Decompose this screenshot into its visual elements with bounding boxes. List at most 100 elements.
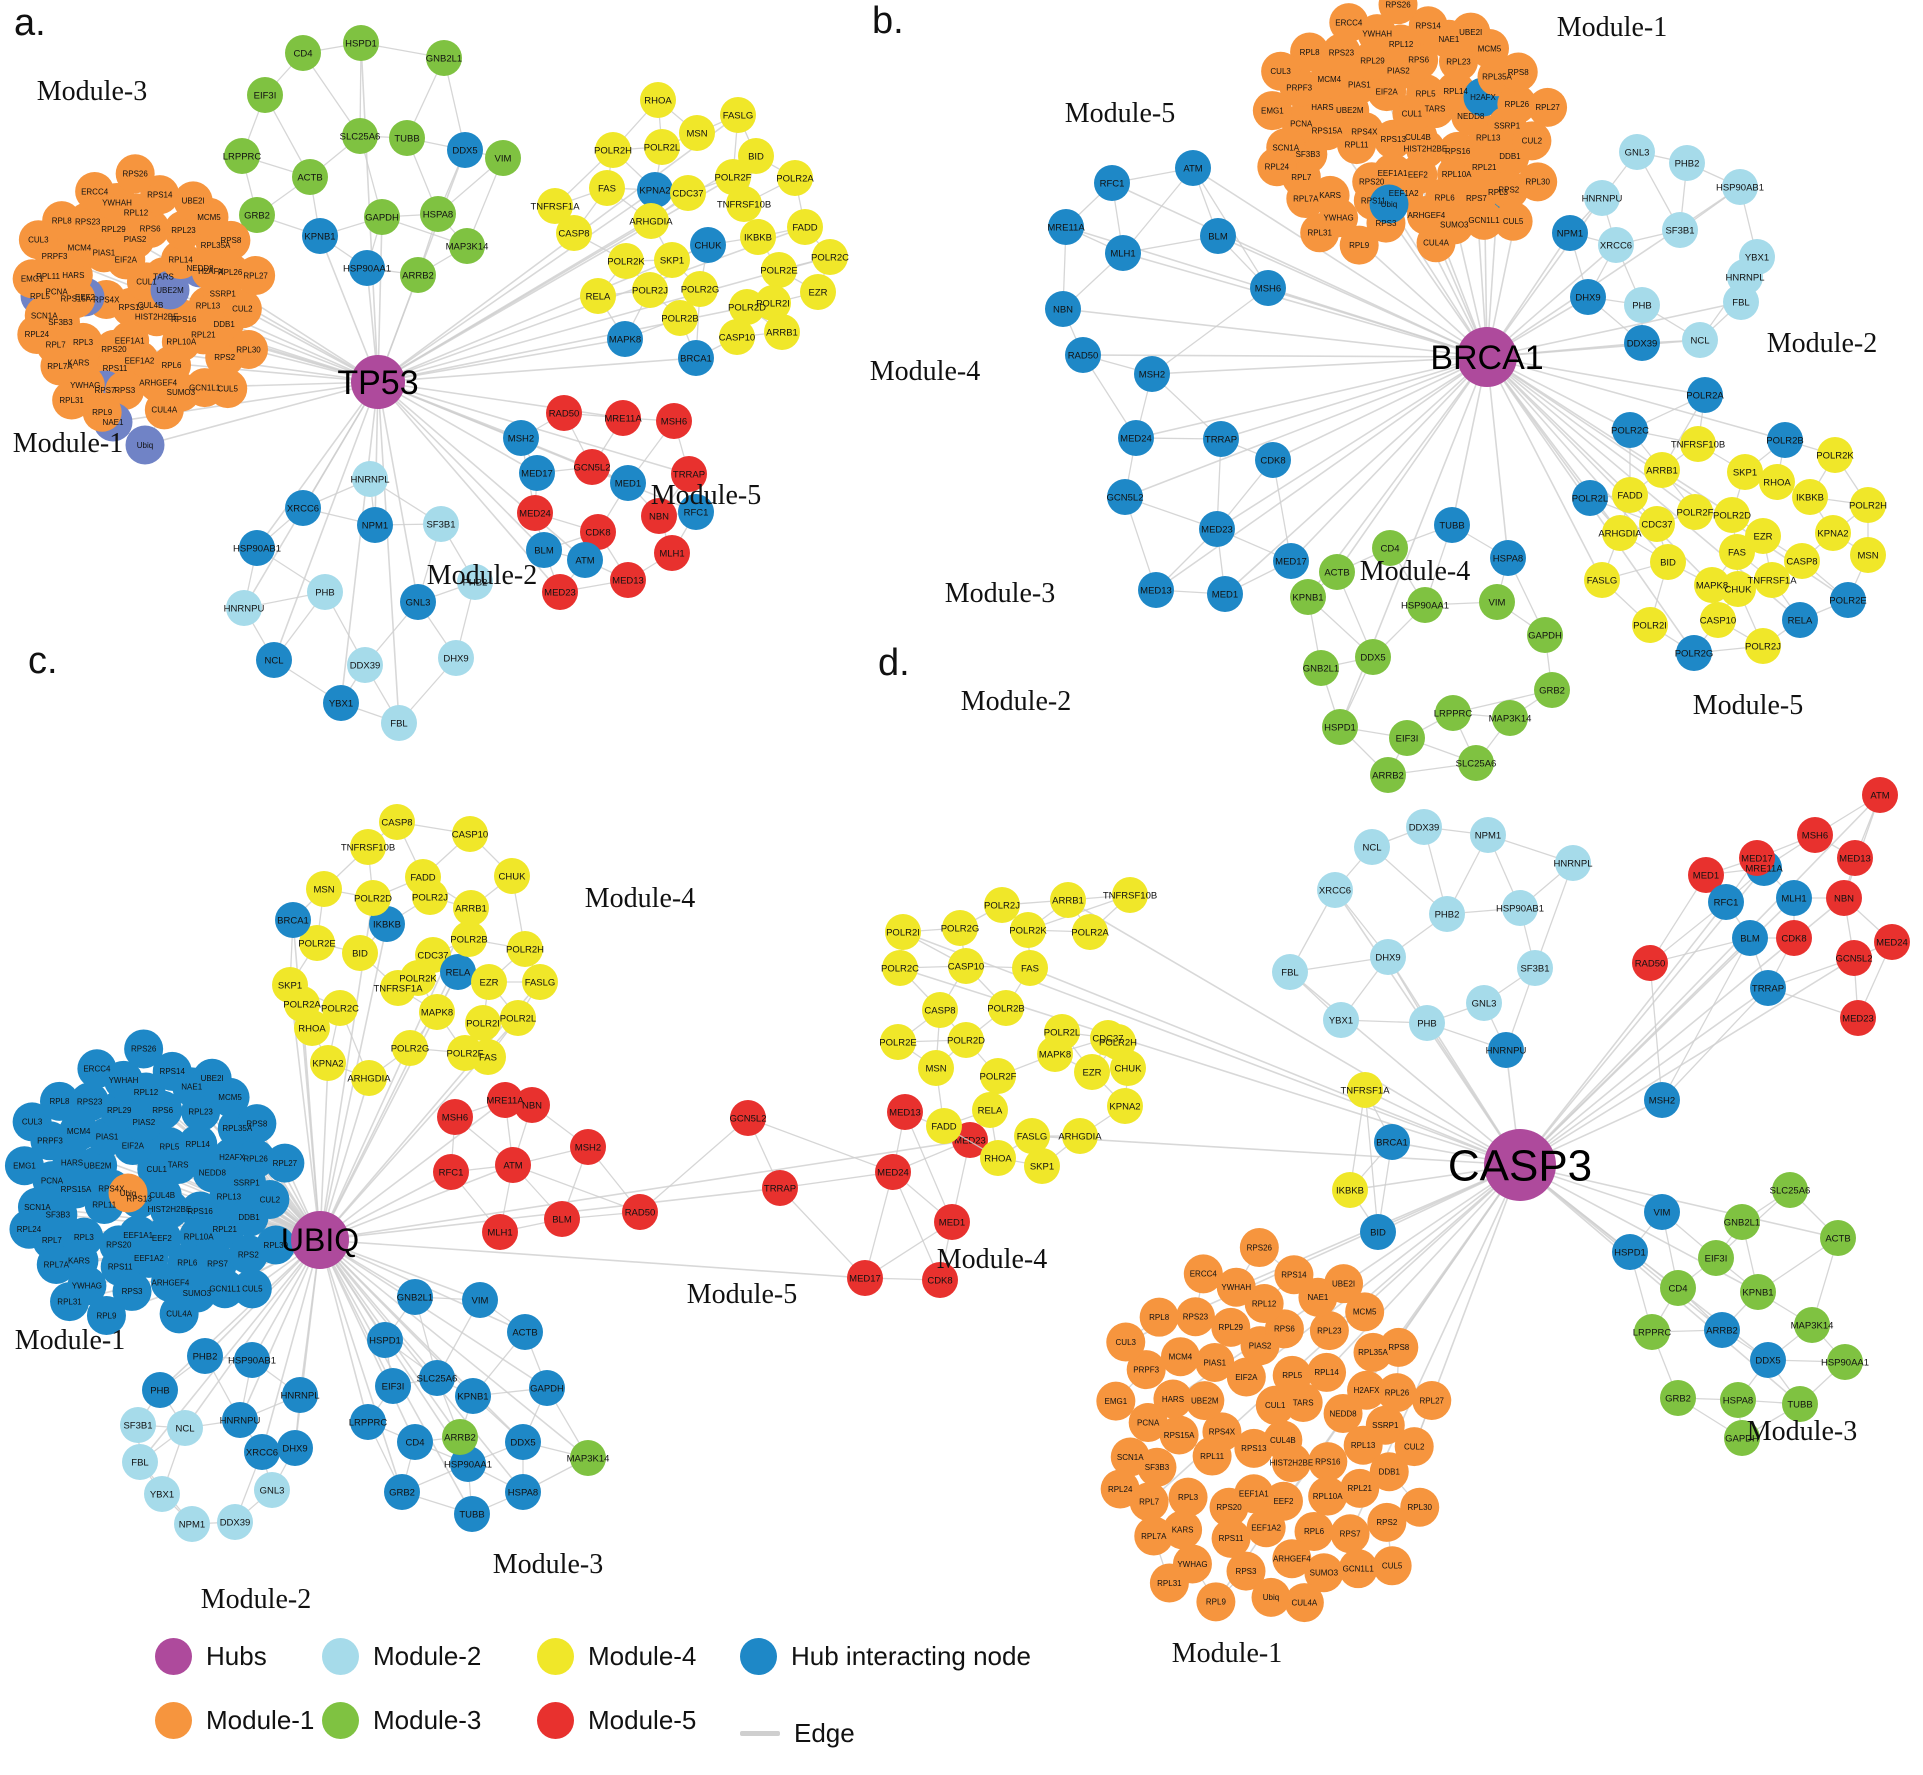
- node-label-RPL12: RPL12: [134, 1088, 159, 1097]
- node-label-POLR2H: POLR2H: [1099, 1037, 1137, 1048]
- hub-edge: [239, 1239, 321, 1421]
- node-label-RPS15A: RPS15A: [61, 1185, 92, 1194]
- node-label-POLR2L: POLR2L: [644, 142, 680, 153]
- node-MAPK8: [607, 321, 643, 357]
- module-3-swatch: [322, 1702, 359, 1739]
- node-label-ARRB2: ARRB2: [444, 1432, 476, 1443]
- module-label-module-3: Module-3: [945, 578, 1055, 609]
- hub-edge: [1519, 957, 1855, 1166]
- node-RELA: [1782, 602, 1818, 638]
- node-RPL31: [1300, 213, 1340, 253]
- node-label-NCL: NCL: [1362, 842, 1381, 853]
- node-H2AFX: [1347, 1370, 1387, 1410]
- module-label-module-3: Module-3: [37, 76, 147, 107]
- node-label-HARS: HARS: [61, 1158, 83, 1167]
- node-label-PHB: PHB: [150, 1385, 170, 1396]
- node-label-POLR2D: POLR2D: [947, 1035, 985, 1046]
- labels-panel-1: RAD50 MRE11A MSH6 MSH2 MED17 GCN5L2 MED1 TRRAP M…: [945, 1, 1887, 782]
- node-RPS15A: [1159, 1415, 1199, 1455]
- node-label-CDC37: CDC37: [417, 950, 448, 961]
- node-label-NCL: NCL: [264, 655, 283, 666]
- node-POLR2I: [755, 285, 791, 321]
- node-BLM: [1732, 920, 1768, 956]
- node-CASP10: [1700, 602, 1736, 638]
- node-label-CDK8: CDK8: [585, 527, 610, 538]
- node-label-CASP10: CASP10: [1700, 615, 1736, 626]
- hub-edge: [1486, 301, 1742, 358]
- hub-edge: [292, 919, 321, 1241]
- node-YBX1: [1739, 239, 1775, 275]
- node-Ubiq: [125, 425, 165, 465]
- node-label-RPS11: RPS11: [1219, 1534, 1244, 1543]
- node-RHOA: [980, 1140, 1016, 1176]
- node-label-NAE1: NAE1: [103, 418, 124, 427]
- node-label-SSRP1: SSRP1: [233, 1179, 260, 1188]
- node-RPL5: [1272, 1355, 1312, 1395]
- node-GAPDH: [529, 1370, 565, 1406]
- node-label-MRE11A: MRE11A: [1047, 222, 1085, 233]
- node-RPS23: [1321, 33, 1361, 73]
- node-label-HNRNPU: HNRNPU: [1582, 193, 1623, 204]
- node-label-CUL4B: CUL4B: [1270, 1436, 1296, 1445]
- node-label-MAP3K14: MAP3K14: [1489, 713, 1532, 724]
- node-label-EEF2: EEF2: [1273, 1497, 1294, 1506]
- node-label-RPL27: RPL27: [1535, 103, 1560, 112]
- edge: [512, 1164, 641, 1213]
- node-POLR2D: [355, 880, 391, 916]
- node-label-FBL: FBL: [390, 718, 407, 729]
- node-DDX5: [1355, 639, 1391, 675]
- node-EMG1: [1096, 1381, 1136, 1421]
- node-label-RPS14: RPS14: [1281, 1271, 1307, 1280]
- node-label-NBN: NBN: [1834, 893, 1854, 904]
- node-label-HSPD1: HSPD1: [345, 38, 377, 49]
- node-ARHGDIA: [1062, 1118, 1098, 1154]
- node-MED13: [887, 1094, 923, 1130]
- legend-label-hub-interacting-node: Hub interacting node: [791, 1641, 1031, 1671]
- node-Ubiq: [108, 1173, 148, 1213]
- node-label-MCM4: MCM4: [1169, 1352, 1193, 1361]
- hub-edge: [377, 220, 652, 383]
- node-label-POLR2A: POLR2A: [1071, 927, 1109, 938]
- node-label-RAD50: RAD50: [1635, 958, 1666, 969]
- node-label-EIF2A: EIF2A: [1375, 87, 1398, 96]
- node-FASLG: [720, 97, 756, 133]
- node-label-DDX39: DDX39: [350, 660, 381, 671]
- node-YBX1: [1323, 1002, 1359, 1038]
- node-label-RPS20: RPS20: [1359, 178, 1385, 187]
- node-label-POLR2K: POLR2K: [607, 256, 645, 267]
- node-label-CUL1: CUL1: [1402, 110, 1423, 119]
- node-CUL5: [208, 369, 248, 409]
- node-ARHGDIA: [633, 203, 669, 239]
- node-label-ACTB: ACTB: [297, 172, 322, 183]
- hub-edge: [1486, 356, 1631, 496]
- node-FADD: [787, 209, 823, 245]
- node-label-RPL8: RPL8: [52, 216, 73, 225]
- node-label-DHX9: DHX9: [1375, 952, 1400, 963]
- hub-edge: [377, 256, 831, 383]
- node-label-RPL6: RPL6: [177, 1258, 198, 1267]
- node-label-RPS14: RPS14: [147, 190, 173, 199]
- node-label-GRB2: GRB2: [389, 1487, 415, 1498]
- node-RPL9: [1196, 1582, 1236, 1622]
- node-label-CUL5: CUL5: [1503, 217, 1524, 226]
- node-POLR2B: [1767, 422, 1803, 458]
- node-CDC37: [1090, 1020, 1126, 1056]
- hub-edge: [319, 1099, 506, 1241]
- node-label-RPL14: RPL14: [1314, 1368, 1339, 1377]
- node-MRE11A: [1048, 209, 1084, 245]
- node-label-EMG1: EMG1: [13, 1162, 36, 1171]
- node-label-SKP1: SKP1: [278, 980, 302, 991]
- node-label-RPS23: RPS23: [77, 1098, 103, 1107]
- legend-label-module-2: Module-2: [373, 1641, 482, 1671]
- node-HSPD1: [1322, 709, 1358, 745]
- node-label-FBL: FBL: [131, 1457, 148, 1468]
- node-label-TUBB: TUBB: [1439, 520, 1464, 531]
- node-label-KPNA2: KPNA2: [1109, 1101, 1140, 1112]
- node-MAP3K14: [570, 1440, 606, 1476]
- node-label-UBE2I: UBE2I: [201, 1074, 224, 1083]
- node-YBX1: [323, 685, 359, 721]
- node-label-RELA: RELA: [586, 291, 611, 302]
- node-label-SKP1: SKP1: [1733, 467, 1757, 478]
- node-label-POLR2L: POLR2L: [1572, 493, 1608, 504]
- node-label-NEDD8: NEDD8: [199, 1169, 227, 1178]
